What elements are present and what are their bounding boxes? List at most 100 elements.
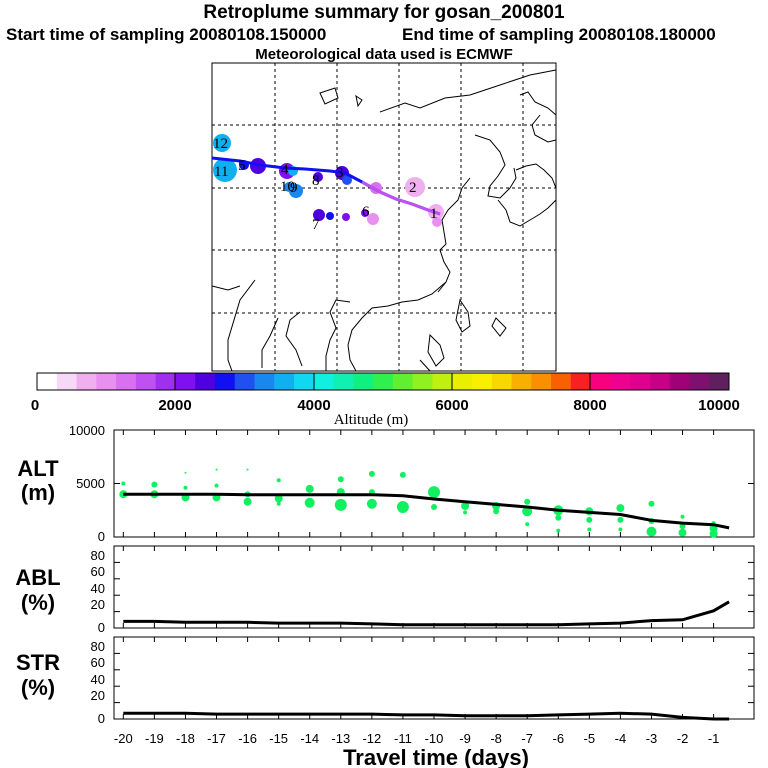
colorbar-tick: 2000 xyxy=(158,397,191,414)
cluster-marker xyxy=(405,177,425,197)
cluster-marker xyxy=(342,175,352,185)
cluster-marker xyxy=(432,217,442,227)
track-label: 3 xyxy=(336,165,344,181)
track-label: 10 xyxy=(280,179,295,195)
alt-ytick: 5000 xyxy=(76,476,105,491)
str-ytick: 40 xyxy=(91,672,105,687)
track-label: 2 xyxy=(409,180,417,196)
colorbar-tick: 8000 xyxy=(573,397,606,414)
chart-title: Retroplume summary for gosan_200801 xyxy=(203,2,565,23)
colorbar-swatch xyxy=(570,373,592,390)
coastlines xyxy=(211,69,557,372)
alt-cluster-point xyxy=(556,528,561,533)
x-tick-label: -17 xyxy=(207,731,226,746)
alt-cluster-point xyxy=(617,516,624,523)
alt-line xyxy=(123,492,730,530)
abl-panel-frame xyxy=(113,545,755,629)
x-tick-label: -20 xyxy=(114,731,133,746)
x-tick-label: -4 xyxy=(615,731,627,746)
colorbar-swatch xyxy=(56,373,78,390)
alt-cluster-point xyxy=(396,501,409,513)
alt-cluster-point xyxy=(121,481,126,486)
alt-cluster-point xyxy=(709,529,718,538)
colorbar-swatch xyxy=(452,373,473,390)
abl-ytick: 60 xyxy=(91,564,105,579)
colorbar-swatch xyxy=(175,373,196,390)
colorbar-swatch xyxy=(630,373,651,390)
cluster-marker xyxy=(367,213,379,225)
alt-cluster-point xyxy=(305,484,314,493)
cluster-marker xyxy=(313,209,325,221)
colorbar-swatch xyxy=(590,373,611,390)
colorbar-swatch xyxy=(135,373,157,390)
colorbar-swatch xyxy=(234,373,255,390)
track-label: 11 xyxy=(214,164,228,180)
colorbar-swatch xyxy=(313,373,335,390)
colorbar-swatch xyxy=(155,373,176,390)
cluster-marker xyxy=(213,158,237,182)
abl-label: ABL xyxy=(15,565,60,590)
map-panel: 12 11 10 9 8 7 6 5 4 3 2 1 xyxy=(211,62,557,372)
alt-cluster-point xyxy=(618,527,623,532)
colorbar-swatch xyxy=(551,373,572,390)
panel-frames xyxy=(113,429,755,720)
cluster-marker xyxy=(313,172,323,182)
colorbar-swatch xyxy=(214,373,236,390)
alt-cluster-point xyxy=(215,468,218,471)
x-tick-label: -16 xyxy=(238,731,257,746)
colorbar-swatch xyxy=(353,373,374,390)
alt-cluster-point xyxy=(678,528,687,537)
colorbar-swatch xyxy=(531,373,552,390)
x-tick-label: -5 xyxy=(584,731,596,746)
track-label: 4 xyxy=(281,162,289,178)
x-tick-label: -10 xyxy=(425,731,444,746)
alt-cluster-point xyxy=(337,476,344,483)
colorbar-swatch xyxy=(471,373,493,390)
colorbar-swatch xyxy=(432,373,453,390)
x-tick-label: -1 xyxy=(708,731,720,746)
alt-cluster-point xyxy=(524,498,531,505)
alt-cluster-point xyxy=(368,470,375,477)
colorbar-swatch xyxy=(37,373,58,390)
track-label: 6 xyxy=(362,204,370,220)
alt-cluster-point xyxy=(586,516,593,523)
alt-cluster-point xyxy=(679,523,686,530)
alt-cluster-point xyxy=(183,485,188,490)
end-time: End time of sampling 20080108.180000 xyxy=(402,25,716,44)
x-tick-label: -12 xyxy=(362,731,381,746)
colorbar-tick: 0 xyxy=(31,397,39,414)
track-label: 9 xyxy=(290,180,298,196)
track-label: 12 xyxy=(213,136,228,152)
colorbar-swatch xyxy=(412,373,433,390)
alt-cluster-point xyxy=(399,471,406,478)
x-tick-label: -6 xyxy=(552,731,564,746)
str-ytick: 80 xyxy=(91,639,105,654)
colorbar-swatch xyxy=(511,373,532,390)
x-tick-label: -14 xyxy=(300,731,319,746)
x-tick-label: -11 xyxy=(394,731,412,746)
abl-ytick: 0 xyxy=(98,620,105,635)
cluster-marker xyxy=(342,213,350,221)
alt-cluster-point xyxy=(366,498,377,509)
plume-track-recent xyxy=(361,180,441,216)
colorbar-swatch xyxy=(491,373,513,390)
alt-unit: (m) xyxy=(21,480,55,505)
colorbar-tick: 10000 xyxy=(698,397,740,414)
track-label: 8 xyxy=(312,173,320,189)
abl-ytick: 40 xyxy=(91,581,105,596)
cluster-marker xyxy=(326,212,334,220)
colorbar-swatch xyxy=(392,373,414,390)
x-tick-label: -7 xyxy=(521,731,533,746)
str-ytick: 0 xyxy=(98,711,105,726)
colorbar-tick: 4000 xyxy=(297,397,330,414)
alt-cluster-point xyxy=(151,481,158,488)
start-time: Start time of sampling 20080108.150000 xyxy=(6,25,327,44)
track-label: 5 xyxy=(238,158,246,174)
colorbar-swatch xyxy=(610,373,631,390)
cluster-marker xyxy=(289,184,303,198)
colorbar-swatch xyxy=(689,373,710,390)
x-tick-labels: -20 -19 -18 -17 -16 -15 -14 -13 -12 -11 -10 -9 -8 -7 -… xyxy=(114,731,719,746)
alt-cluster-point xyxy=(334,498,347,511)
x-tick-label: -2 xyxy=(677,731,689,746)
